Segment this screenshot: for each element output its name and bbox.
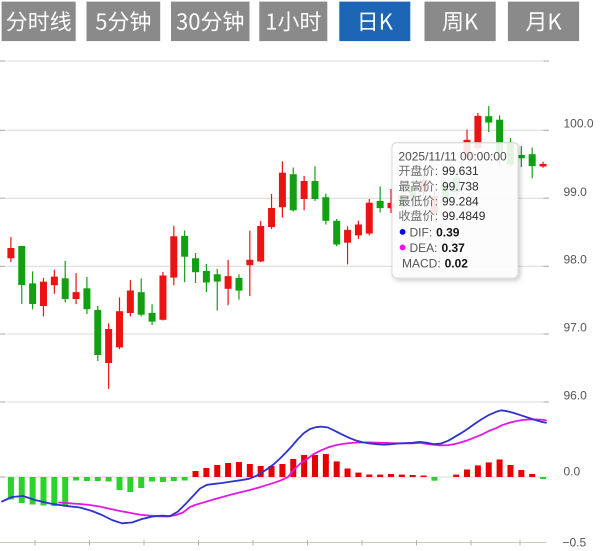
- svg-text::: :: [435, 180, 438, 194]
- svg-text:96.0: 96.0: [564, 388, 588, 402]
- svg-text::: :: [435, 164, 438, 178]
- svg-text:−0.5: −0.5: [563, 535, 587, 549]
- svg-text:2025/11/11 00:00:00: 2025/11/11 00:00:00: [398, 149, 507, 163]
- svg-text:DIF:: DIF:: [410, 225, 433, 239]
- svg-text:MACD:: MACD:: [402, 256, 441, 270]
- svg-text:98.0: 98.0: [564, 253, 588, 267]
- svg-text:99.284: 99.284: [442, 194, 479, 208]
- svg-text:99.0: 99.0: [564, 185, 588, 199]
- svg-text:0.0: 0.0: [564, 465, 581, 479]
- svg-text:97.0: 97.0: [564, 321, 588, 335]
- svg-text::: :: [435, 209, 438, 223]
- svg-text:0.02: 0.02: [445, 256, 469, 270]
- svg-text:0.39: 0.39: [436, 225, 460, 239]
- svg-text:100.0: 100.0: [564, 117, 594, 131]
- svg-text::: :: [435, 194, 438, 208]
- svg-text:0.37: 0.37: [442, 241, 466, 255]
- svg-text:99.631: 99.631: [442, 164, 479, 178]
- svg-text:99.4849: 99.4849: [442, 209, 486, 223]
- svg-text:99.738: 99.738: [442, 180, 479, 194]
- svg-text:DEA:: DEA:: [410, 241, 438, 255]
